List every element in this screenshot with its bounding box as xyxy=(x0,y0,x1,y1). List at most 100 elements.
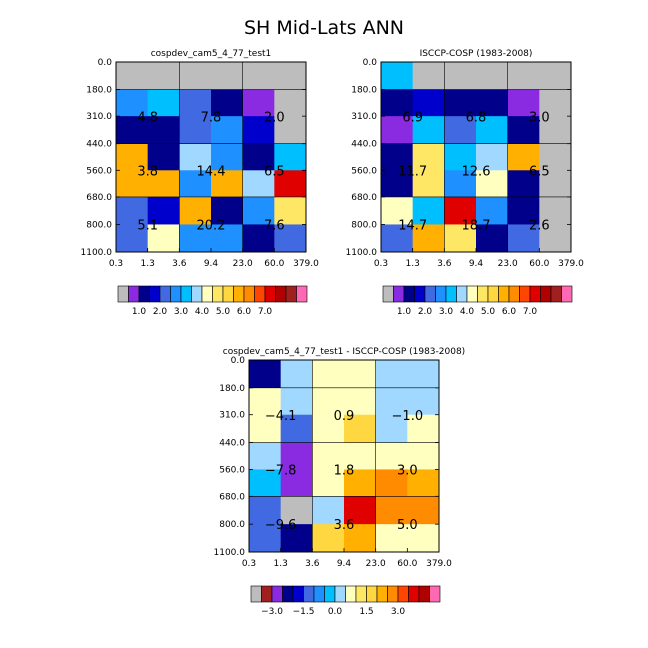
heatmap-cell xyxy=(274,224,307,253)
colorbar-tick-label: −1.5 xyxy=(293,607,315,617)
heatmap-cell xyxy=(407,360,440,389)
y-tick-label: 800.0 xyxy=(351,220,377,230)
heatmap-cell xyxy=(344,469,377,497)
colorbar-swatch xyxy=(201,285,213,303)
colorbar-swatch xyxy=(345,585,357,603)
heatmap-cell xyxy=(280,360,313,389)
y-tick-label: 1100.0 xyxy=(214,548,246,558)
colorbar-tick-label: 1.0 xyxy=(132,307,147,317)
heatmap-cell xyxy=(407,442,440,470)
heatmap-cell xyxy=(116,196,149,225)
heatmap-cell xyxy=(242,116,275,145)
colorbar-swatch xyxy=(477,285,489,303)
heatmap-cell xyxy=(249,387,282,416)
block-value-label: 2.0 xyxy=(264,111,285,126)
heatmap-cell xyxy=(375,414,408,444)
heatmap-cell xyxy=(179,224,212,253)
y-tick-label: 0.0 xyxy=(231,356,246,366)
block-value-label: 6.9 xyxy=(402,111,423,126)
colorbar-swatch xyxy=(292,585,304,603)
heatmap-cell xyxy=(444,116,477,145)
heatmap-cell xyxy=(249,442,282,470)
block-value-label: 6.8 xyxy=(466,111,487,126)
heatmap-cell xyxy=(116,224,149,253)
heatmap-cell xyxy=(280,469,313,497)
colorbar-swatch xyxy=(403,285,415,303)
colorbar-swatch xyxy=(498,285,510,303)
colorbar-swatch xyxy=(508,285,520,303)
heatmap-cell xyxy=(280,414,313,444)
colorbar-swatch xyxy=(303,585,315,603)
y-tick-label: 180.0 xyxy=(86,86,112,96)
heatmap-cell xyxy=(211,116,244,145)
heatmap-cell xyxy=(249,524,282,553)
heatmap-cell xyxy=(444,143,477,171)
heatmap-cell xyxy=(344,360,377,389)
x-tick-label: 379.0 xyxy=(558,259,584,269)
colorbar-swatch xyxy=(180,285,192,303)
colorbar-swatch xyxy=(243,285,255,303)
colorbar-tick-label: 7.0 xyxy=(523,307,538,317)
x-tick-label: 23.0 xyxy=(366,559,386,569)
heatmap-cell xyxy=(274,143,307,171)
heatmap-cell xyxy=(412,143,445,171)
heatmap-cell xyxy=(249,469,282,497)
heatmap-cell xyxy=(344,524,377,553)
heatmap-cell xyxy=(412,116,445,145)
heatmap-cell xyxy=(211,170,244,198)
heatmap-cell xyxy=(539,143,572,171)
heatmap-cell xyxy=(211,224,244,253)
colorbar-swatch xyxy=(466,285,478,303)
colorbar-swatch xyxy=(376,585,388,603)
heatmap-cell xyxy=(507,224,540,253)
colorbar-tick-label: 6.0 xyxy=(502,307,517,317)
colorbar-tick-label: −3.0 xyxy=(261,607,283,617)
colorbar-swatch xyxy=(138,285,150,303)
x-tick-label: 23.0 xyxy=(233,259,253,269)
heatmap-cell xyxy=(476,116,509,145)
colorbar-swatch xyxy=(397,585,409,603)
colorbar-swatch xyxy=(261,585,273,603)
heatmap-cell xyxy=(375,524,408,553)
heatmap-cell xyxy=(280,496,313,525)
x-tick-label: 3.6 xyxy=(172,259,187,269)
y-tick-label: 560.0 xyxy=(86,166,112,176)
block-value-label: 14.7 xyxy=(398,218,427,233)
block-value-label: 3.0 xyxy=(529,111,550,126)
colorbar-tick-label: 2.0 xyxy=(153,307,168,317)
block-value-label: 20.2 xyxy=(197,218,226,233)
block-value-label: 12.6 xyxy=(462,164,491,179)
heatmap-cell xyxy=(412,196,445,225)
colorbar-swatch xyxy=(387,585,399,603)
heatmap-cell xyxy=(179,116,212,145)
heatmap-cell xyxy=(249,496,282,525)
heatmap-cell xyxy=(179,143,212,171)
x-tick-label: 9.4 xyxy=(337,559,352,569)
colorbar-swatch xyxy=(191,285,203,303)
colorbar-swatch xyxy=(519,285,531,303)
heatmap-cell xyxy=(407,524,440,553)
heatmap-cell xyxy=(375,387,408,416)
x-tick-label: 0.3 xyxy=(374,259,388,269)
y-tick-label: 0.0 xyxy=(363,58,378,68)
heatmap-cell xyxy=(476,170,509,198)
heatmap-cell xyxy=(211,89,244,117)
heatmap-cell xyxy=(381,116,414,145)
heatmap-cell xyxy=(312,469,345,497)
block-value-label: 3.6 xyxy=(334,518,355,533)
heatmap-cell xyxy=(242,62,275,91)
x-tick-label: 0.3 xyxy=(242,559,256,569)
colorbar: 1.0 2.0 3.0 4.0 5.0 6.0 7.0 xyxy=(117,285,308,317)
heatmap-cell xyxy=(344,496,377,525)
colorbar-swatch xyxy=(159,285,171,303)
x-tick-label: 60.0 xyxy=(264,259,284,269)
heatmap-cell xyxy=(179,62,212,91)
colorbar-swatch xyxy=(264,285,276,303)
block-value-label: 5.0 xyxy=(397,518,418,533)
colorbar-swatch xyxy=(366,585,378,603)
block-value-label: 3.0 xyxy=(397,463,418,478)
colorbar-tick-label: 2.0 xyxy=(418,307,433,317)
y-tick-label: 180.0 xyxy=(219,384,245,394)
block-value-label: 3.8 xyxy=(137,164,158,179)
